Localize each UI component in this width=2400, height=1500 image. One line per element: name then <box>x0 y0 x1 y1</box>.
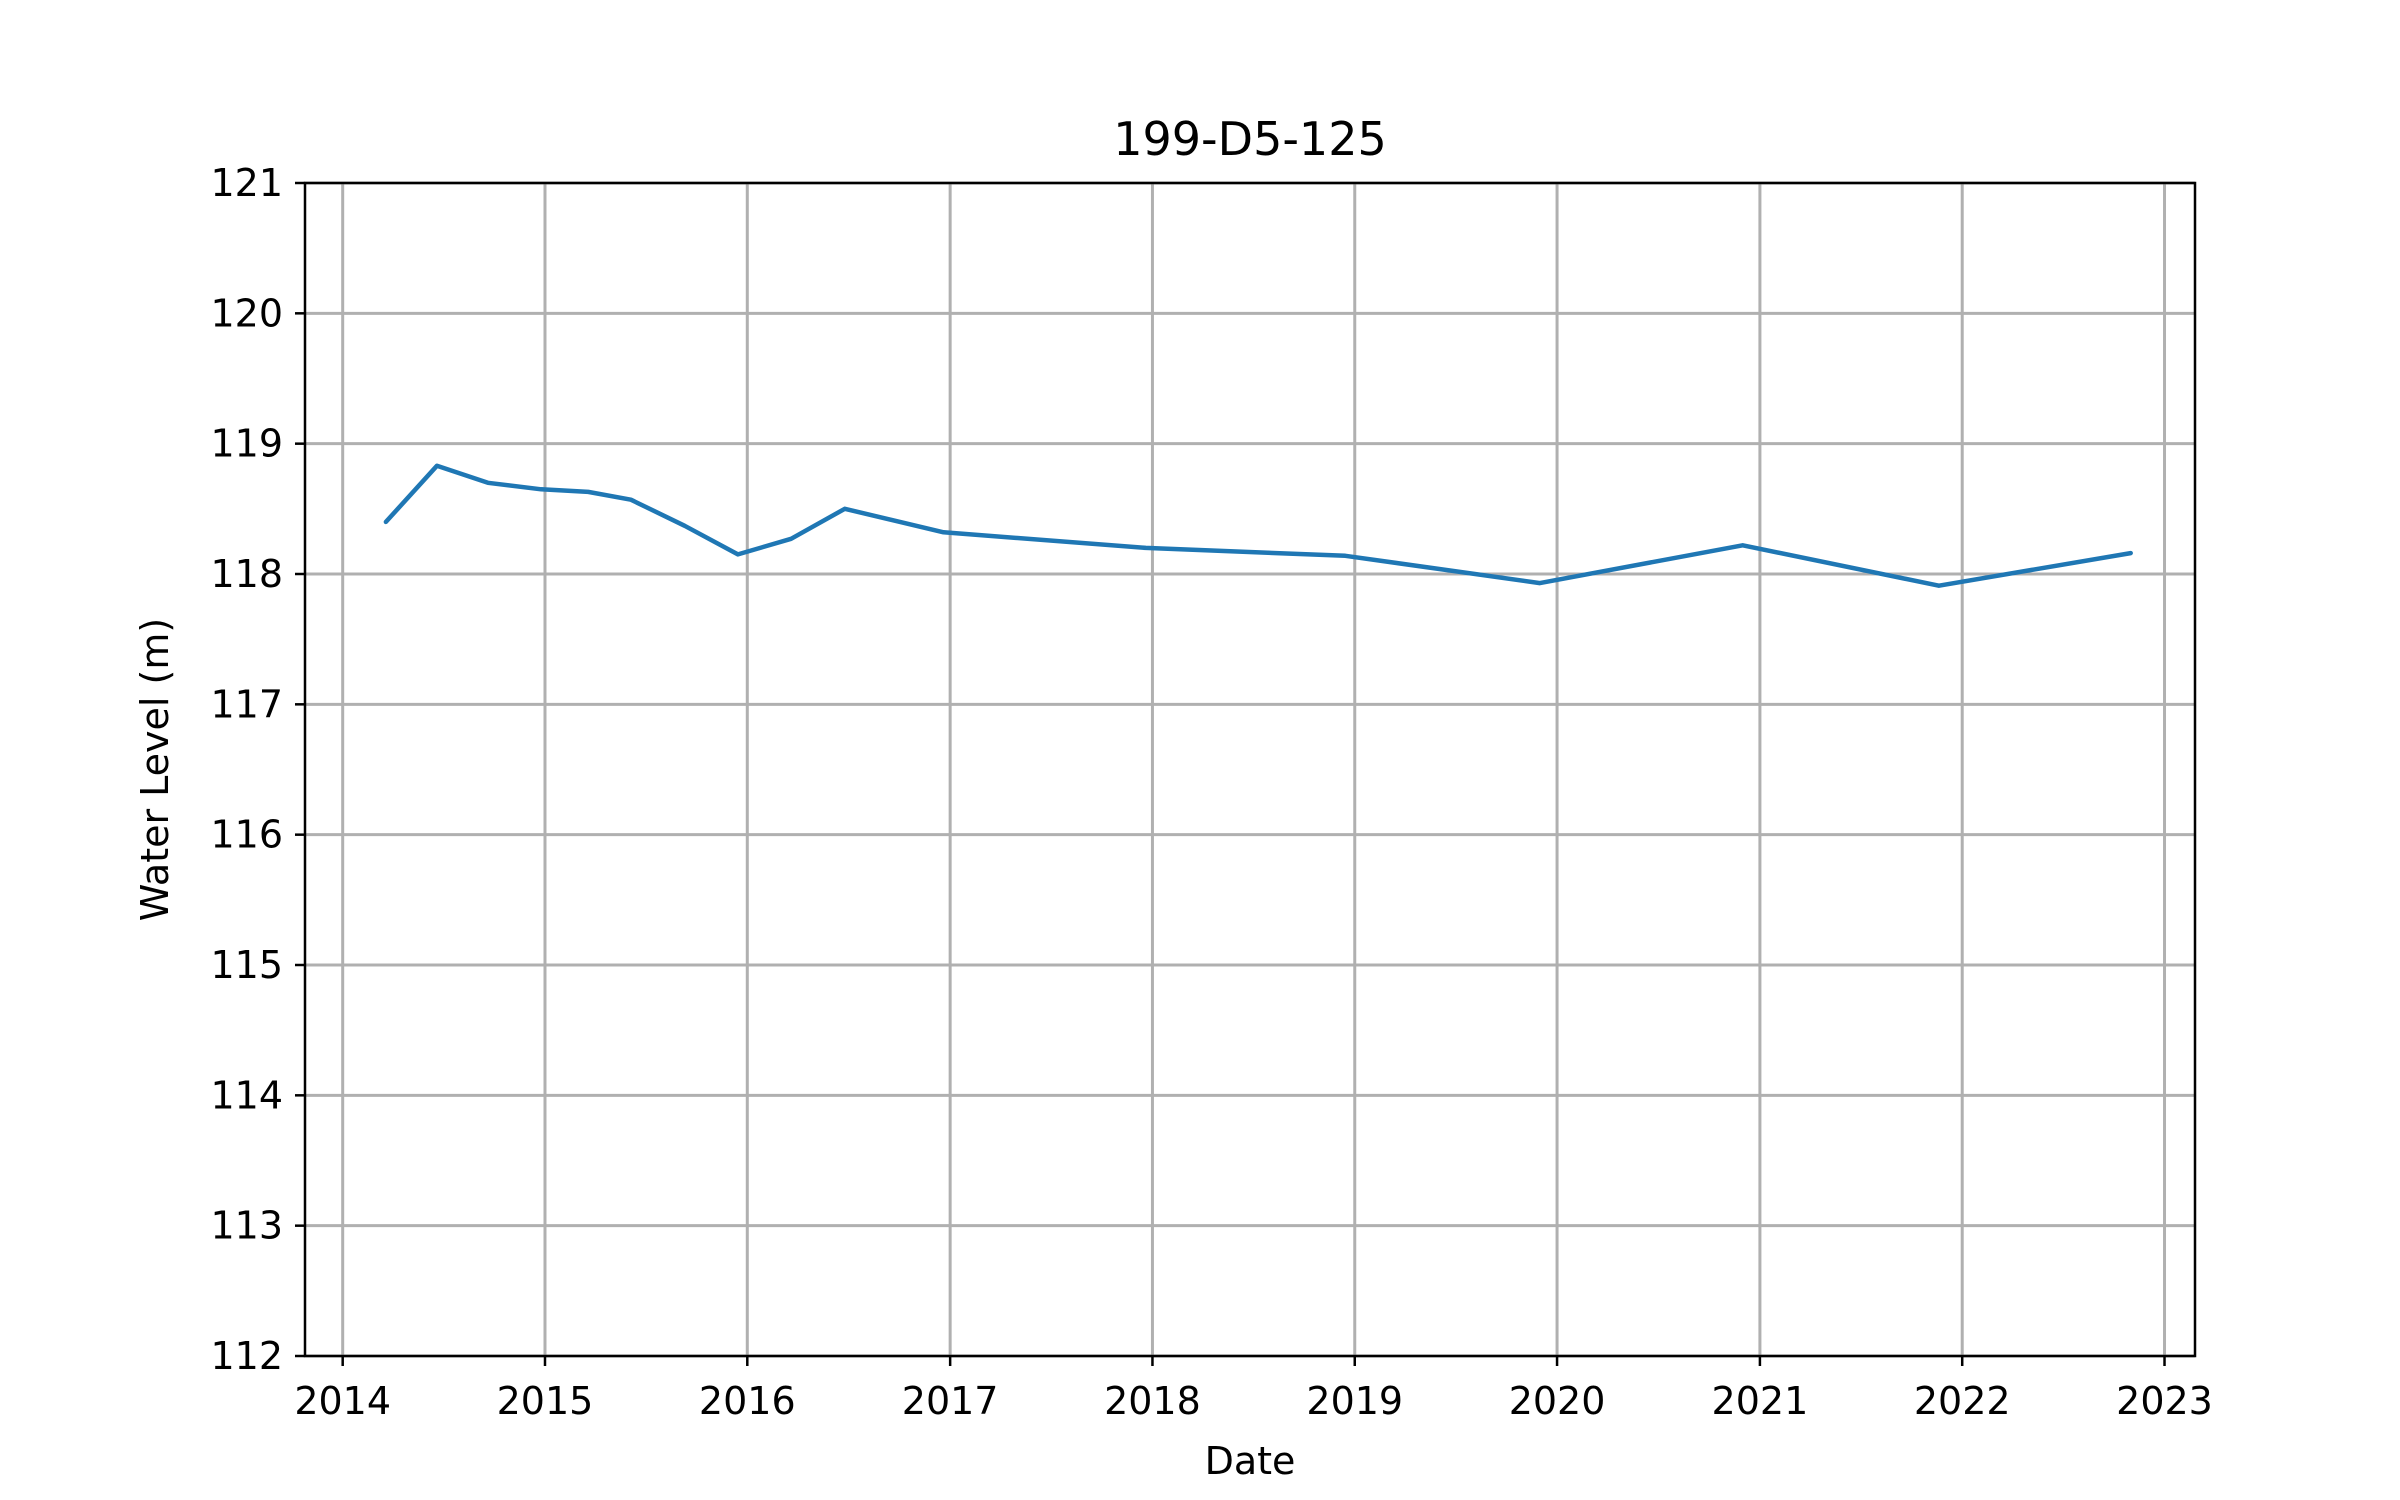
x-tick-label: 2014 <box>294 1379 391 1423</box>
y-tick-label: 118 <box>210 552 283 596</box>
y-tick-label: 120 <box>210 291 283 335</box>
y-tick-label: 121 <box>210 161 283 205</box>
y-tick-label: 119 <box>210 422 283 466</box>
y-tick-label: 114 <box>210 1073 283 1117</box>
x-tick-label: 2020 <box>1509 1379 1606 1423</box>
x-tick-label: 2021 <box>1712 1379 1809 1423</box>
y-tick-label: 112 <box>210 1334 283 1378</box>
x-tick-label: 2016 <box>699 1379 796 1423</box>
y-tick-label: 115 <box>210 943 283 987</box>
x-tick-label: 2018 <box>1104 1379 1201 1423</box>
y-axis-label: Water Level (m) <box>133 618 177 921</box>
x-axis-label: Date <box>1205 1439 1296 1483</box>
y-tick-label: 117 <box>210 682 283 726</box>
ticks: 2014 2015 2016 2017 2018 2019 2020 2021 2022 2023… <box>210 161 2212 1423</box>
y-tick-label: 116 <box>210 813 283 857</box>
y-tick-label: 113 <box>210 1204 283 1248</box>
x-tick-label: 2017 <box>902 1379 999 1423</box>
plot-frame <box>303 181 2197 1358</box>
x-tick-label: 2015 <box>497 1379 594 1423</box>
x-tick-label: 2022 <box>1914 1379 2011 1423</box>
chart-title: 199-D5-125 <box>1113 112 1386 166</box>
series-line <box>383 463 2133 588</box>
series-layer <box>383 463 2133 588</box>
x-tick-label: 2019 <box>1306 1379 1403 1423</box>
x-tick-label: 2023 <box>2116 1379 2213 1423</box>
